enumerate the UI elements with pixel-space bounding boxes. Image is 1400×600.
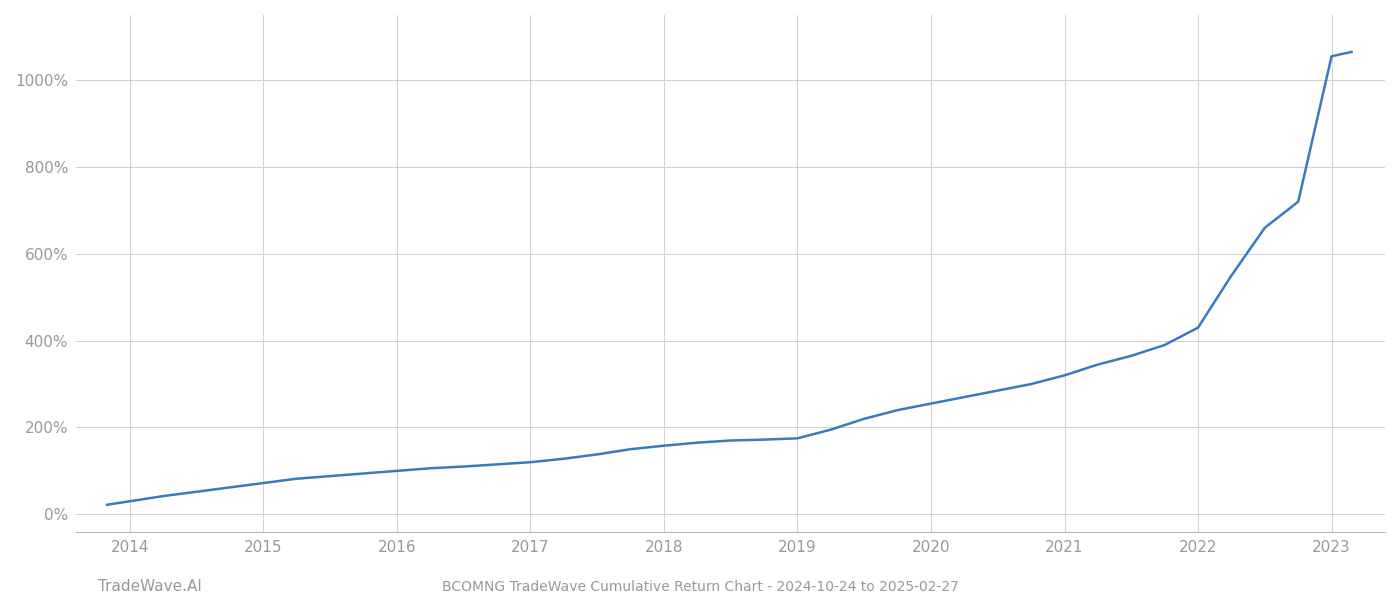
Text: TradeWave.AI: TradeWave.AI xyxy=(98,579,202,594)
Text: BCOMNG TradeWave Cumulative Return Chart - 2024-10-24 to 2025-02-27: BCOMNG TradeWave Cumulative Return Chart… xyxy=(441,580,959,594)
